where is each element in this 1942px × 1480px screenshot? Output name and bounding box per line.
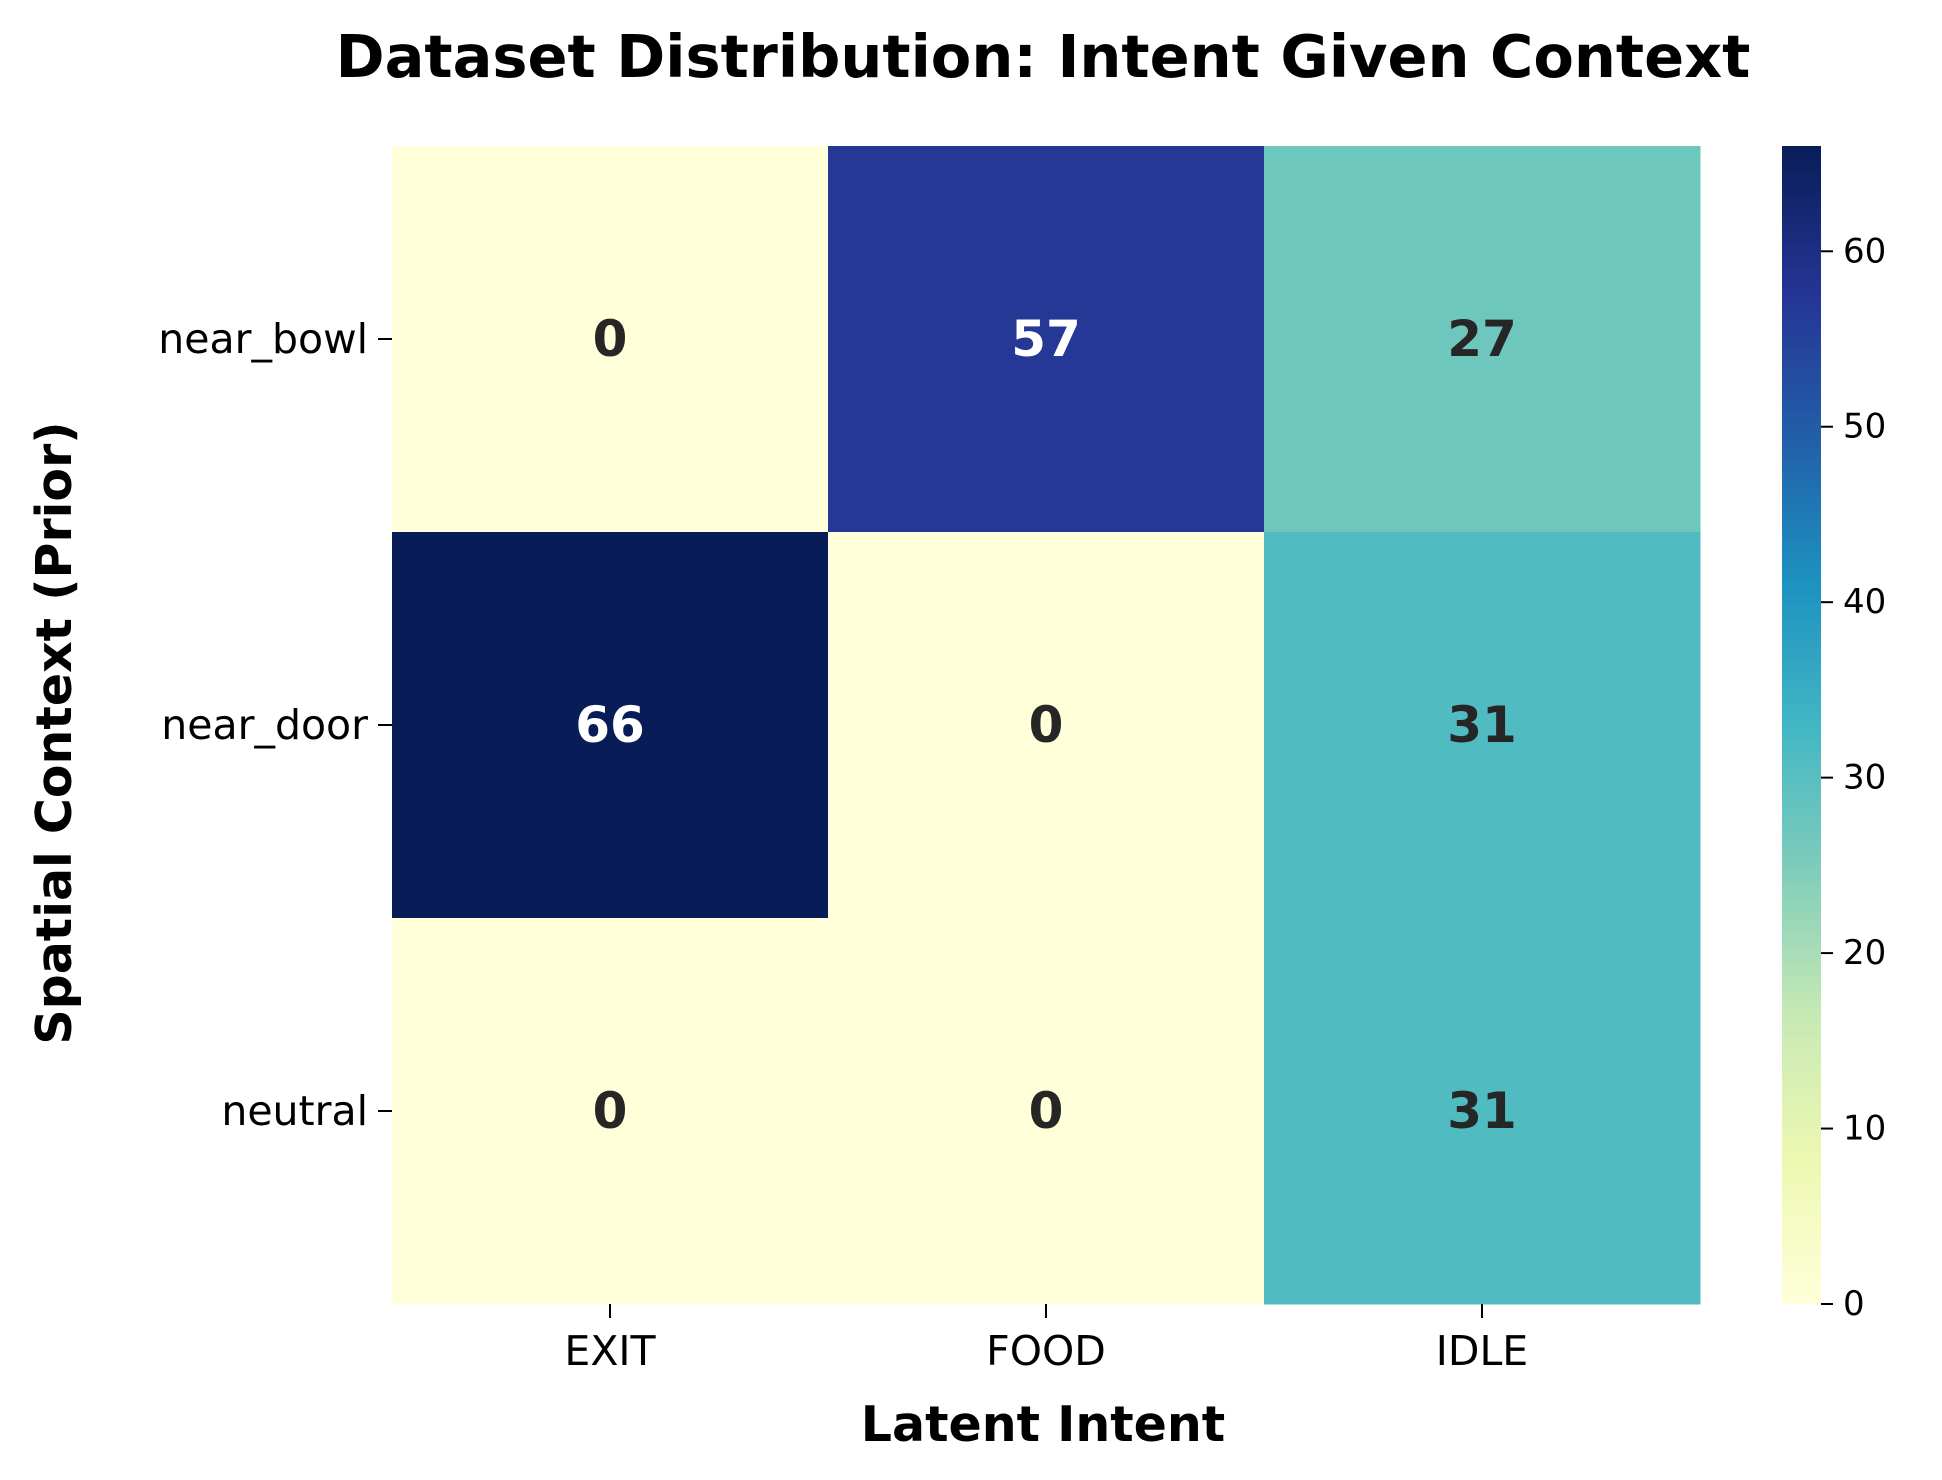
heatmap-cell [392, 532, 829, 919]
colorbar-tick-label: 50 [1843, 407, 1886, 447]
heatmap-cell [1264, 918, 1701, 1305]
x-tick-label: IDLE [1436, 1327, 1528, 1375]
x-tick-label: EXIT [564, 1327, 656, 1375]
cell-value-label: 31 [1447, 1082, 1517, 1140]
x-tick-label: FOOD [986, 1327, 1106, 1375]
heatmap-cell [392, 146, 829, 533]
heatmap-cell [392, 918, 829, 1305]
heatmap-cell [828, 918, 1265, 1305]
heatmap-cell [828, 146, 1265, 533]
colorbar [1782, 146, 1821, 1304]
chart-title: Dataset Distribution: Intent Given Conte… [336, 22, 1751, 91]
heatmap-cells [392, 146, 1701, 1305]
cell-value-label: 0 [1029, 696, 1064, 754]
cell-value-label: 0 [593, 1082, 628, 1140]
colorbar-tick-label: 60 [1843, 231, 1886, 271]
colorbar-ticks: 0 10 20 30 40 50 60 [1821, 231, 1886, 1324]
x-axis-label: Latent Intent [861, 1396, 1225, 1453]
cell-value-label: 31 [1447, 696, 1517, 754]
cell-value-label: 27 [1447, 310, 1517, 368]
x-axis-ticks: EXIT FOOD IDLE [564, 1304, 1528, 1375]
y-axis-label: Spatial Context (Prior) [26, 421, 83, 1044]
colorbar-tick-label: 0 [1843, 1284, 1865, 1324]
y-tick-label: neutral [221, 1087, 368, 1135]
colorbar-tick-label: 30 [1843, 758, 1886, 798]
cell-value-label: 0 [1029, 1082, 1064, 1140]
cell-value-label: 57 [1011, 310, 1081, 368]
heatmap-cell-labels: 0 57 27 66 0 31 0 0 31 [575, 310, 1517, 1140]
colorbar-tick-label: 20 [1843, 933, 1886, 973]
colorbar-tick-label: 40 [1843, 582, 1886, 622]
cell-value-label: 0 [593, 310, 628, 368]
heatmap-cell [1264, 532, 1701, 919]
y-tick-label: near_bowl [158, 315, 368, 363]
heatmap-cell [828, 532, 1265, 919]
colorbar-tick-label: 10 [1843, 1109, 1886, 1149]
cell-value-label: 66 [575, 696, 645, 754]
y-tick-label: near_door [161, 701, 368, 749]
heatmap-cell [1264, 146, 1701, 533]
